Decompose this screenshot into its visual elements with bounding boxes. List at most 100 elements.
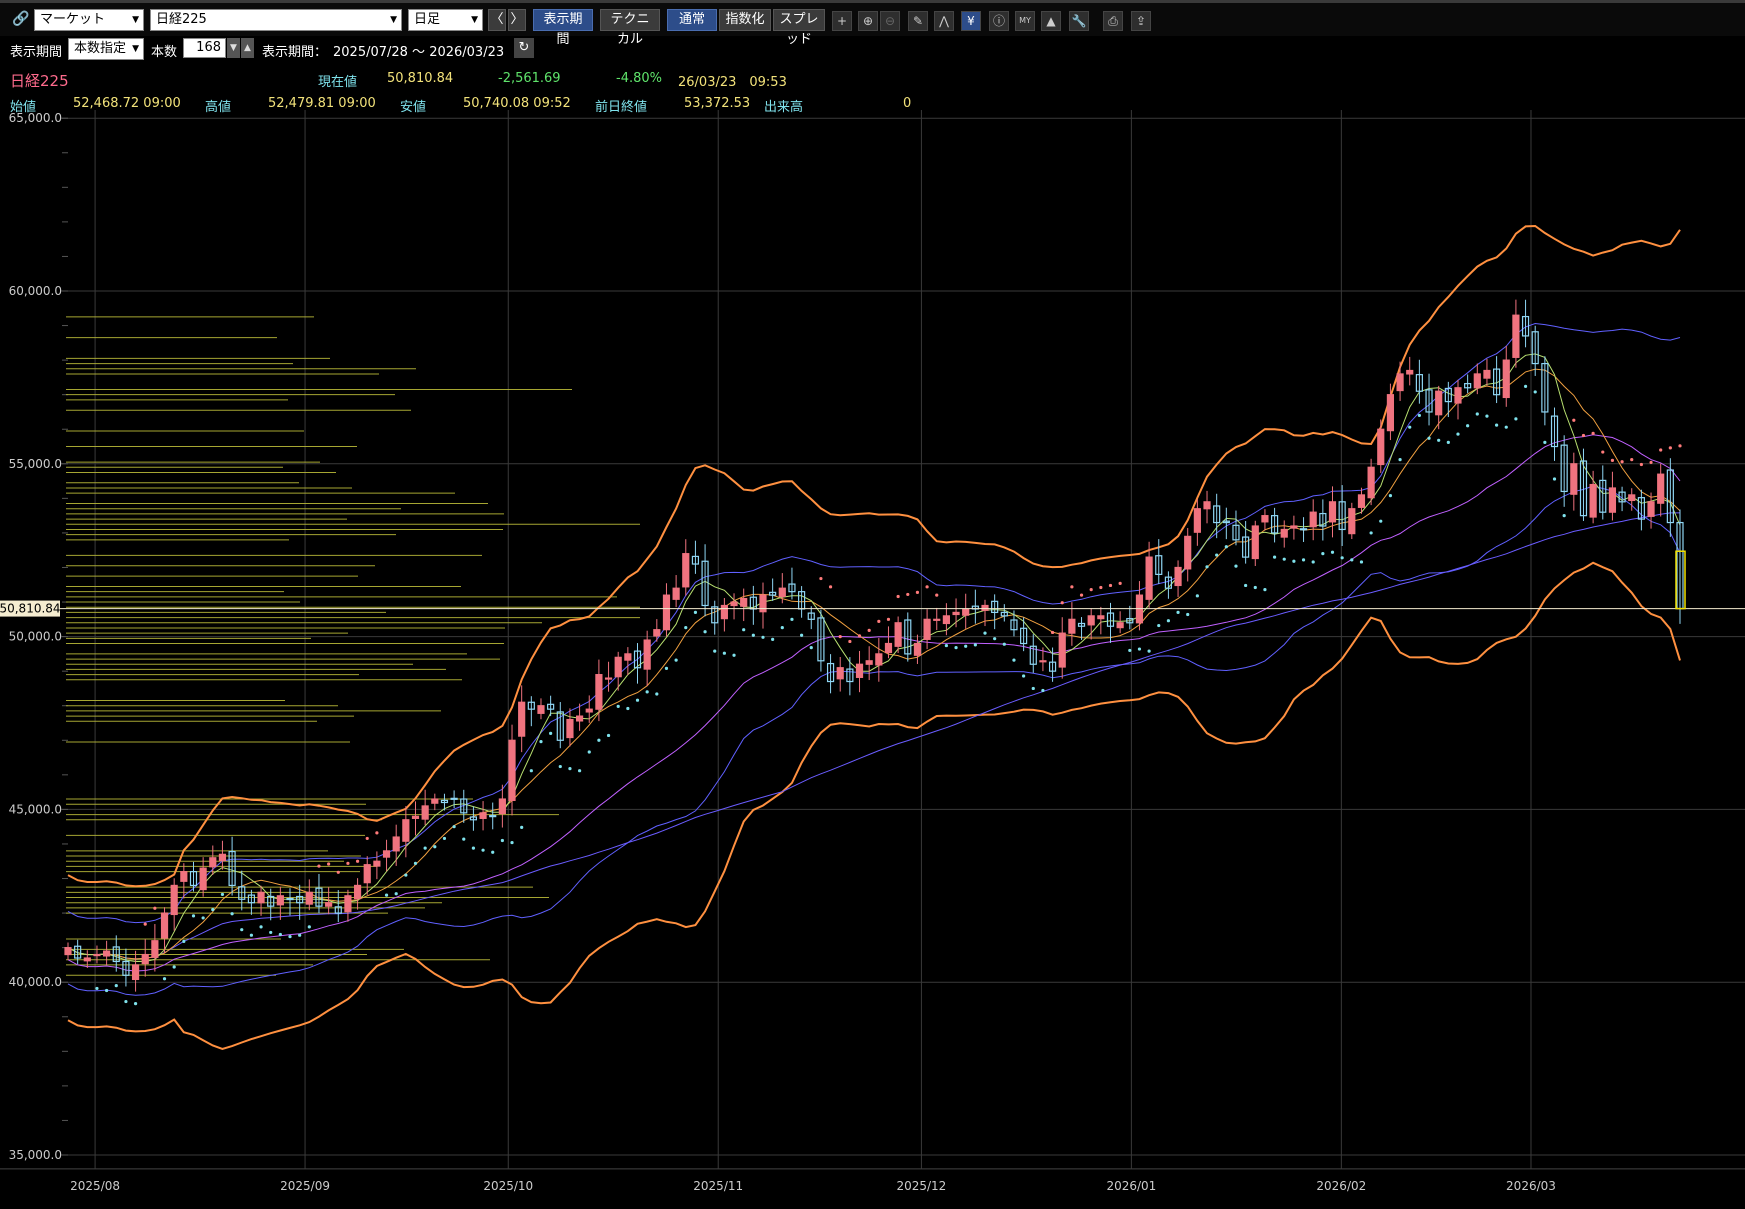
sar-dot bbox=[1041, 688, 1045, 693]
period-mode-select[interactable]: 本数指定 ▼ bbox=[68, 38, 144, 60]
candle-body bbox=[614, 656, 622, 678]
change-pct: -4.80% bbox=[616, 71, 662, 86]
candle-body bbox=[189, 871, 198, 887]
period-type-select[interactable]: 日足 ▼ bbox=[408, 9, 483, 31]
sar-dot bbox=[1668, 446, 1672, 450]
trend-icon[interactable]: ⋀ bbox=[934, 11, 954, 31]
sar-dot bbox=[384, 893, 389, 897]
crosshair-icon[interactable]: + bbox=[832, 11, 852, 31]
candle-body bbox=[1367, 466, 1375, 499]
period-row: 表示期間 本数指定 ▼ 本数 168 ▼ ▲ 表示期間： 2025/07/28 ～… bbox=[0, 38, 1745, 62]
spread-button[interactable]: スプレッド bbox=[773, 9, 825, 47]
sar-dot bbox=[114, 984, 118, 988]
candle-body bbox=[1579, 460, 1588, 517]
volume-value: 0 bbox=[903, 96, 912, 111]
candle-body bbox=[1184, 535, 1192, 570]
chevron-down-icon: ▼ bbox=[390, 15, 397, 25]
count-decrement-button[interactable]: ▼ bbox=[227, 38, 240, 58]
candle-body bbox=[1020, 627, 1028, 645]
display-period-button[interactable]: 表示期間 bbox=[533, 9, 593, 47]
candle-body bbox=[1531, 331, 1539, 365]
current-candle-highlight bbox=[1675, 550, 1686, 610]
price-chart[interactable]: 35,000.0 40,000.0 45,000.0 50,000.0 55,000.0… bbox=[0, 110, 1745, 1209]
sar-dot bbox=[481, 848, 485, 852]
sar-dot bbox=[452, 825, 456, 829]
period-mode-value: 本数指定 bbox=[74, 41, 127, 56]
print-icon[interactable]: ⎙ bbox=[1103, 11, 1123, 31]
candle-body bbox=[209, 857, 217, 868]
sar-dot bbox=[732, 653, 736, 657]
link-icon[interactable]: 🔗 bbox=[12, 11, 30, 27]
high-value: 52,479.81 09:00 bbox=[268, 96, 376, 111]
index-button[interactable]: 指数化 bbox=[719, 9, 771, 31]
refresh-icon[interactable]: ↻ bbox=[514, 38, 534, 58]
candle-body bbox=[576, 715, 584, 722]
sar-dot bbox=[346, 861, 350, 865]
candle-body bbox=[122, 960, 130, 976]
export-icon[interactable]: ⇪ bbox=[1131, 11, 1151, 31]
candle-body bbox=[1309, 511, 1317, 528]
candle-body bbox=[991, 600, 999, 614]
sar-dot bbox=[1456, 432, 1460, 436]
sar-dot bbox=[500, 838, 504, 843]
candle-body bbox=[1473, 373, 1481, 389]
count-label: 本数 bbox=[151, 45, 178, 60]
sar-dot bbox=[1379, 519, 1383, 523]
yen-icon[interactable]: ¥ bbox=[961, 11, 981, 31]
candle-body bbox=[1280, 528, 1288, 538]
candle-body bbox=[238, 886, 246, 900]
sar-dot bbox=[1494, 423, 1499, 427]
normal-button[interactable]: 通常 bbox=[667, 9, 717, 31]
info-icon[interactable]: ⓘ bbox=[989, 11, 1009, 31]
area-icon[interactable]: ▲ bbox=[1041, 11, 1061, 31]
my-icon[interactable]: MY bbox=[1015, 11, 1035, 31]
candle-body bbox=[1444, 387, 1452, 403]
zoom-out-icon[interactable]: ⊖ bbox=[880, 11, 900, 31]
sar-dot bbox=[1572, 418, 1576, 422]
next-button[interactable]: 〉 bbox=[508, 9, 526, 31]
sar-dot bbox=[230, 912, 234, 916]
sar-dot bbox=[1437, 438, 1441, 442]
sar-dot bbox=[1620, 460, 1624, 464]
candle-body bbox=[1493, 368, 1501, 396]
candle-body bbox=[1483, 369, 1491, 379]
candle-body bbox=[884, 642, 893, 654]
sar-dot bbox=[1311, 560, 1315, 564]
count-input[interactable]: 168 bbox=[183, 38, 226, 58]
prev-button[interactable]: 〈 bbox=[488, 9, 506, 31]
wrench-icon[interactable]: 🔧 bbox=[1069, 11, 1089, 31]
sar-dot bbox=[1649, 460, 1653, 465]
technical-button[interactable]: テクニカル bbox=[600, 9, 660, 47]
candle-body bbox=[460, 798, 468, 814]
sar-dot bbox=[133, 1002, 138, 1006]
candle-body bbox=[325, 902, 333, 907]
candle-body bbox=[1319, 512, 1327, 527]
sar-dot bbox=[1234, 564, 1238, 568]
candle-body bbox=[826, 662, 835, 683]
sar-dot bbox=[471, 846, 476, 850]
count-increment-button[interactable]: ▲ bbox=[241, 38, 254, 58]
candle-body bbox=[1106, 612, 1115, 627]
market-select[interactable]: マーケット ▼ bbox=[34, 9, 144, 31]
symbol-select[interactable]: 日経225 ▼ bbox=[150, 9, 402, 31]
sar-dot bbox=[1466, 424, 1470, 428]
sar-dot bbox=[191, 914, 196, 918]
sar-dot bbox=[433, 845, 437, 849]
candle-body bbox=[508, 739, 516, 802]
zoom-in-icon[interactable]: ⊕ bbox=[858, 11, 878, 31]
candle-body bbox=[411, 815, 420, 819]
sar-dot bbox=[867, 628, 871, 632]
sar-dot bbox=[1244, 583, 1248, 588]
pen-icon[interactable]: ✎ bbox=[908, 11, 928, 31]
y-tick-label: 65,000.0 bbox=[9, 111, 62, 125]
candle-body bbox=[604, 677, 613, 680]
sar-dot bbox=[105, 988, 109, 993]
low-label: 安値 bbox=[400, 100, 427, 115]
sar-dot bbox=[1272, 555, 1277, 559]
candle-body bbox=[315, 887, 323, 907]
sar-dot bbox=[240, 928, 244, 932]
candle-body bbox=[450, 797, 458, 800]
x-tick-label: 2025/09 bbox=[280, 1179, 330, 1193]
sar-dot bbox=[1417, 413, 1421, 418]
sar-dot bbox=[1137, 647, 1142, 651]
